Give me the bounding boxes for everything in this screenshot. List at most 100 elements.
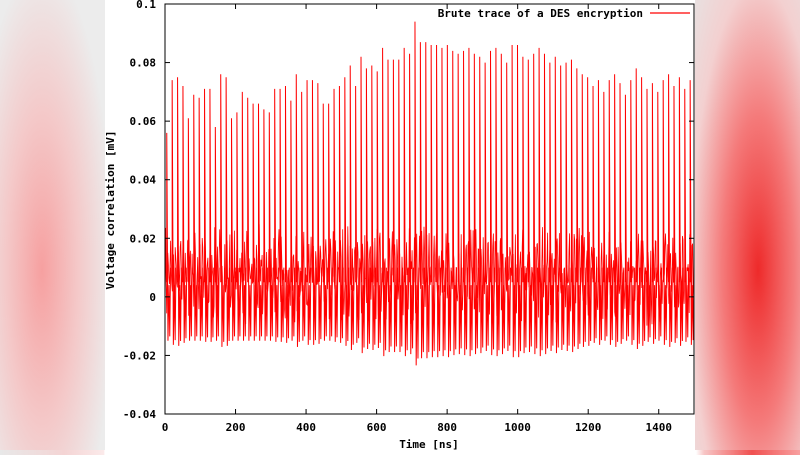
x-axis-label: Time [ns] xyxy=(399,438,459,450)
trace-spike xyxy=(689,80,695,345)
trace-spike xyxy=(365,68,371,349)
trace-spike xyxy=(231,118,236,341)
y-tick-label: 0.06 xyxy=(130,115,157,128)
trace-spike xyxy=(624,94,630,341)
trace-spike xyxy=(662,80,668,345)
x-tick-label: 0 xyxy=(162,421,169,434)
trace-spike xyxy=(306,80,312,345)
trace-spike xyxy=(619,83,625,344)
trace-spike xyxy=(371,65,377,351)
y-tick-label: 0.02 xyxy=(130,232,157,245)
trace-spike xyxy=(333,88,339,342)
trace-spike xyxy=(484,62,490,352)
trace-spike xyxy=(684,88,690,342)
trace-spike xyxy=(376,71,382,348)
x-tick-label: 800 xyxy=(437,421,457,434)
trace-spike xyxy=(587,77,592,346)
trace-spike xyxy=(295,74,301,347)
trace-spike xyxy=(268,112,274,341)
trace-spike xyxy=(387,59,393,353)
trace-spike xyxy=(274,88,279,342)
trace-spike xyxy=(284,85,290,343)
x-tick-label: 1400 xyxy=(645,421,672,434)
trace-spike xyxy=(446,44,452,358)
trace-spike xyxy=(641,77,646,346)
trace-spike xyxy=(257,103,263,341)
trace-spike xyxy=(182,85,188,343)
trace-spike xyxy=(457,53,463,355)
trace-spike xyxy=(403,47,409,357)
trace-spike xyxy=(500,53,506,355)
trace-spike xyxy=(630,80,636,345)
y-axis-label: Voltage correlation [mV] xyxy=(105,131,117,290)
trace-spike xyxy=(171,80,177,345)
trace-spike xyxy=(414,21,420,366)
x-tick-label: 1200 xyxy=(575,421,602,434)
x-tick-label: 400 xyxy=(296,421,316,434)
chart-panel: 0 200 400 600 800 1000 1200 1400 -0.04 -0.02 0 0.02… xyxy=(104,0,695,451)
trace-spike xyxy=(349,65,355,351)
trace-spike xyxy=(187,118,193,341)
y-tick-label: -0.02 xyxy=(123,349,156,362)
trace-spike xyxy=(646,88,652,342)
trace-spike xyxy=(392,59,398,353)
trace-spike xyxy=(495,47,501,357)
trace-spike xyxy=(236,112,242,341)
trace-spike xyxy=(311,80,317,345)
trace-spike xyxy=(452,50,458,356)
trace-spike xyxy=(538,47,544,357)
trace-spike xyxy=(247,97,252,341)
trace-spike xyxy=(177,77,182,346)
trace-spike xyxy=(214,126,220,341)
trace-spike xyxy=(468,47,474,357)
trace-spike xyxy=(463,50,468,356)
trace-spike xyxy=(657,91,663,341)
trace-spike xyxy=(193,94,199,341)
trace-spike xyxy=(338,85,344,343)
x-tick-label: 600 xyxy=(367,421,387,434)
trace-spike xyxy=(322,103,328,341)
trace-spike xyxy=(209,88,215,342)
trace-spike xyxy=(436,44,441,358)
trace-spike xyxy=(328,103,333,341)
trace-spike xyxy=(430,44,436,358)
trace-spike xyxy=(608,80,614,345)
y-tick-label: -0.04 xyxy=(123,408,156,421)
background-left xyxy=(0,0,105,450)
trace-spike xyxy=(241,91,247,341)
trace-spike xyxy=(603,91,609,341)
trace-spike xyxy=(565,62,571,352)
trace-spike xyxy=(511,44,517,358)
trace-spike xyxy=(597,80,603,345)
trace-spike xyxy=(355,85,360,343)
trace-spike xyxy=(543,53,549,355)
trace-spike xyxy=(516,44,522,358)
trace-spike xyxy=(360,56,366,354)
trace-spike xyxy=(398,59,404,353)
trace-spike xyxy=(549,62,555,352)
trace-spike xyxy=(527,59,533,353)
trace-spike xyxy=(279,88,285,342)
background-right xyxy=(695,0,800,450)
ticks: 0 200 400 600 800 1000 1200 1400 -0.04 -0.02 0 0.02… xyxy=(123,0,694,434)
trace-spike xyxy=(570,59,576,353)
x-tick-label: 200 xyxy=(226,421,246,434)
trace-spike xyxy=(651,83,657,344)
trace-spike xyxy=(614,74,619,347)
trace-spike xyxy=(441,47,447,357)
trace-spike xyxy=(533,53,538,355)
trace-spike xyxy=(419,42,425,359)
trace-spike xyxy=(409,53,414,355)
trace-spike xyxy=(554,56,560,354)
trace-spike xyxy=(479,56,485,354)
y-tick-label: 0.1 xyxy=(136,0,156,11)
chart-svg: 0 200 400 600 800 1000 1200 1400 -0.04 -0.02 0 0.02… xyxy=(104,0,695,451)
trace-spike xyxy=(592,85,598,343)
trace-spike xyxy=(506,62,511,352)
trace-spike xyxy=(678,77,684,346)
trace-spike xyxy=(673,85,679,343)
trace-spike xyxy=(225,77,231,346)
trace-spike xyxy=(473,53,479,355)
trace-spike xyxy=(560,65,565,351)
trace-spike xyxy=(576,68,582,349)
